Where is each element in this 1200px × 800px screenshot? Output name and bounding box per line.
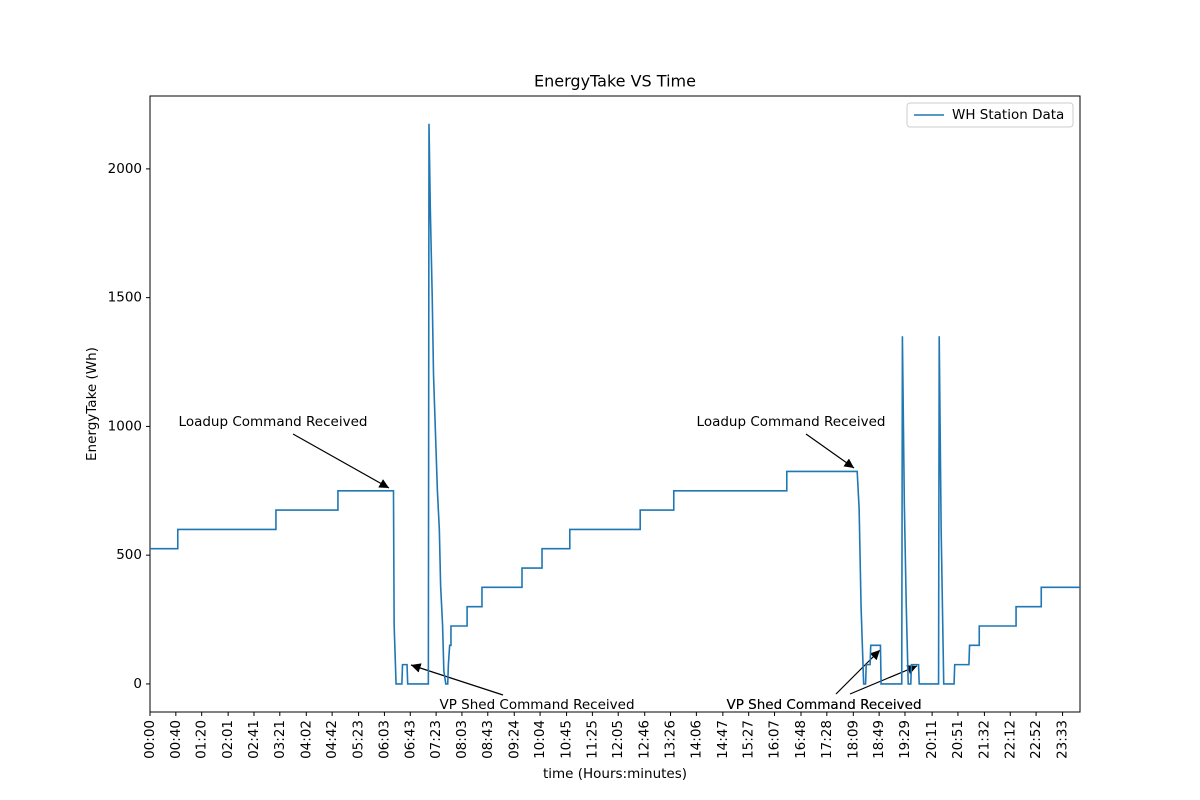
plot-area — [149, 95, 1081, 713]
x-tick-label: 12:05 — [610, 720, 626, 759]
x-tick-label: 16:07 — [767, 720, 783, 759]
x-tick-label: 06:43 — [402, 720, 418, 759]
x-tick-label: 23:33 — [1055, 720, 1071, 759]
x-tick-label: 19:29 — [897, 720, 913, 759]
data-line — [150, 123, 1080, 685]
annotation: Loadup Command Received — [697, 414, 886, 430]
y-tick-label: 0 — [133, 676, 142, 692]
x-tick-label: 08:03 — [454, 720, 470, 759]
x-tick-label: 05:23 — [351, 720, 367, 759]
x-tick-label: 01:20 — [194, 720, 210, 759]
y-tick-label: 1000 — [108, 418, 142, 434]
annotation-arrow — [292, 433, 390, 489]
x-tick-label: 00:40 — [168, 720, 184, 759]
legend-box — [906, 102, 1074, 128]
x-tick-label: 03:21 — [272, 720, 288, 759]
x-tick-label: 16:48 — [793, 720, 809, 759]
x-tick-label: 17:28 — [819, 720, 835, 759]
annotation: Loadup Command Received — [179, 414, 368, 430]
annotation-arrow — [805, 433, 855, 469]
x-tick-label: 04:42 — [324, 720, 340, 759]
x-tick-label: 22:12 — [1002, 720, 1018, 759]
legend-label: WH Station Data — [952, 107, 1064, 123]
x-tick-label: 12:46 — [637, 720, 653, 759]
annotation-arrow — [835, 649, 881, 695]
x-tick-label: 20:11 — [924, 720, 940, 759]
x-tick-label: 09:24 — [506, 720, 522, 759]
x-tick-label: 13:26 — [663, 720, 679, 759]
x-tick-label: 18:49 — [871, 720, 887, 759]
annotation-arrow — [849, 665, 918, 695]
x-tick-label: 00:00 — [142, 720, 158, 759]
x-tick-label: 18:09 — [845, 720, 861, 759]
x-tick-label: 14:47 — [715, 720, 731, 759]
x-tick-label: 02:01 — [220, 720, 236, 759]
x-tick-label: 07:23 — [428, 720, 444, 759]
x-tick-label: 14:06 — [688, 720, 704, 759]
annotation: VP Shed Command Received — [439, 697, 634, 713]
chart-title: EnergyTake VS Time — [534, 72, 696, 91]
x-tick-label: 08:43 — [480, 720, 496, 759]
y-tick-label: 1500 — [108, 290, 142, 306]
annotation: VP Shed Command Received — [726, 697, 921, 713]
x-tick-label: 11:25 — [584, 720, 600, 759]
annotation-arrow — [410, 663, 504, 696]
x-tick-label: 06:03 — [376, 720, 392, 759]
annotation: VP Shed Command Received — [726, 697, 921, 713]
y-tick-label: 2000 — [108, 161, 142, 177]
x-tick-label: 15:27 — [741, 720, 757, 759]
x-tick-label: 04:02 — [298, 720, 314, 759]
x-tick-label: 10:04 — [532, 720, 548, 759]
y-axis-label: EnergyTake (Wh) — [84, 347, 100, 461]
x-tick-label: 02:41 — [246, 720, 262, 759]
x-tick-label: 22:52 — [1028, 720, 1044, 759]
y-tick-label: 500 — [116, 547, 142, 563]
x-tick-label: 21:32 — [976, 720, 992, 759]
x-tick-label: 10:45 — [559, 720, 575, 759]
x-tick-label: 20:51 — [950, 720, 966, 759]
x-axis-label: time (Hours:minutes) — [543, 766, 687, 782]
